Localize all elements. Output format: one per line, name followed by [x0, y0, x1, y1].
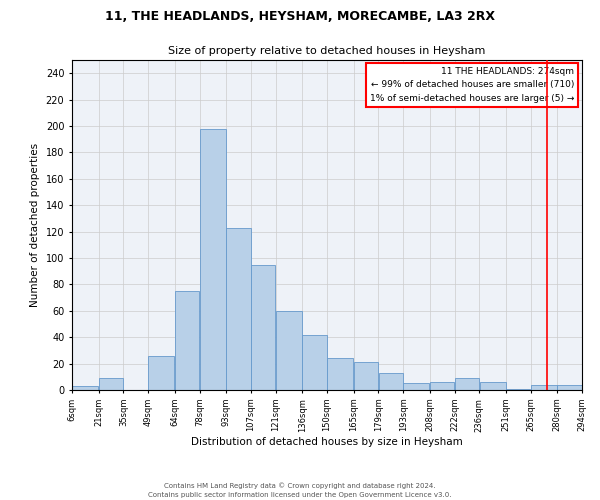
Bar	[479, 382, 506, 390]
Bar	[430, 382, 454, 390]
Y-axis label: Number of detached properties: Number of detached properties	[30, 143, 40, 307]
Bar	[200, 128, 226, 390]
Text: 11 THE HEADLANDS: 274sqm
← 99% of detached houses are smaller (710)
1% of semi-d: 11 THE HEADLANDS: 274sqm ← 99% of detach…	[370, 66, 574, 104]
Bar	[276, 311, 302, 390]
Bar	[251, 264, 275, 390]
Text: Contains public sector information licensed under the Open Government Licence v3: Contains public sector information licen…	[148, 492, 452, 498]
Bar	[455, 378, 479, 390]
Bar	[506, 388, 530, 390]
Bar	[327, 358, 353, 390]
Bar	[403, 384, 430, 390]
Text: 11, THE HEADLANDS, HEYSHAM, MORECAMBE, LA3 2RX: 11, THE HEADLANDS, HEYSHAM, MORECAMBE, L…	[105, 10, 495, 23]
Bar	[531, 384, 557, 390]
Title: Size of property relative to detached houses in Heysham: Size of property relative to detached ho…	[169, 46, 485, 56]
Text: Contains HM Land Registry data © Crown copyright and database right 2024.: Contains HM Land Registry data © Crown c…	[164, 482, 436, 489]
X-axis label: Distribution of detached houses by size in Heysham: Distribution of detached houses by size …	[191, 437, 463, 447]
Bar	[148, 356, 175, 390]
Bar	[226, 228, 251, 390]
Bar	[379, 373, 403, 390]
Bar	[72, 386, 98, 390]
Bar	[175, 291, 199, 390]
Bar	[302, 334, 327, 390]
Bar	[99, 378, 123, 390]
Bar	[354, 362, 378, 390]
Bar	[557, 384, 582, 390]
